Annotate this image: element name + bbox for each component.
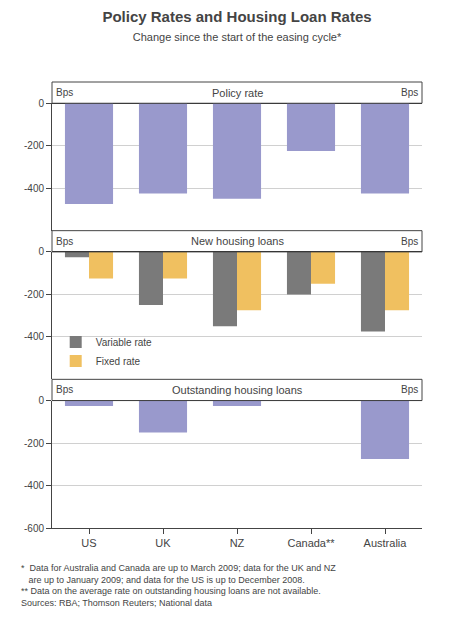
- svg-text:-600: -600: [24, 523, 44, 534]
- svg-text:-200: -200: [24, 289, 44, 300]
- svg-text:Policy Rates and Housing Loan: Policy Rates and Housing Loan RatesChang…: [102, 8, 371, 44]
- svg-text:Bps: Bps: [56, 236, 73, 247]
- svg-text:Australia: Australia: [364, 537, 408, 549]
- svg-text:Fixed rate: Fixed rate: [96, 356, 141, 367]
- svg-text:Variable rate: Variable rate: [96, 337, 152, 348]
- svg-text:-200: -200: [24, 438, 44, 449]
- svg-text:Canada**: Canada**: [287, 537, 335, 549]
- svg-text:-400: -400: [24, 183, 44, 194]
- svg-text:Bps: Bps: [401, 384, 418, 395]
- svg-text:0: 0: [38, 395, 44, 406]
- svg-text:Policy rate: Policy rate: [212, 87, 263, 99]
- svg-text:NZ: NZ: [230, 537, 245, 549]
- svg-text:-200: -200: [24, 140, 44, 151]
- svg-text:Bps: Bps: [401, 87, 418, 98]
- svg-text:0: 0: [38, 98, 44, 109]
- svg-text:Bps: Bps: [56, 87, 73, 98]
- svg-text:UK: UK: [155, 537, 171, 549]
- svg-text:-400: -400: [24, 331, 44, 342]
- svg-text:Outstanding housing loans: Outstanding housing loans: [172, 384, 303, 396]
- svg-text:* Data for Australia and Cana: * Data for Australia and Canada are up t…: [21, 563, 336, 608]
- svg-text:US: US: [81, 537, 96, 549]
- svg-text:-400: -400: [24, 480, 44, 491]
- svg-text:Bps: Bps: [56, 384, 73, 395]
- svg-text:0: 0: [38, 246, 44, 257]
- svg-text:Bps: Bps: [401, 236, 418, 247]
- svg-text:New housing loans: New housing loans: [191, 235, 284, 247]
